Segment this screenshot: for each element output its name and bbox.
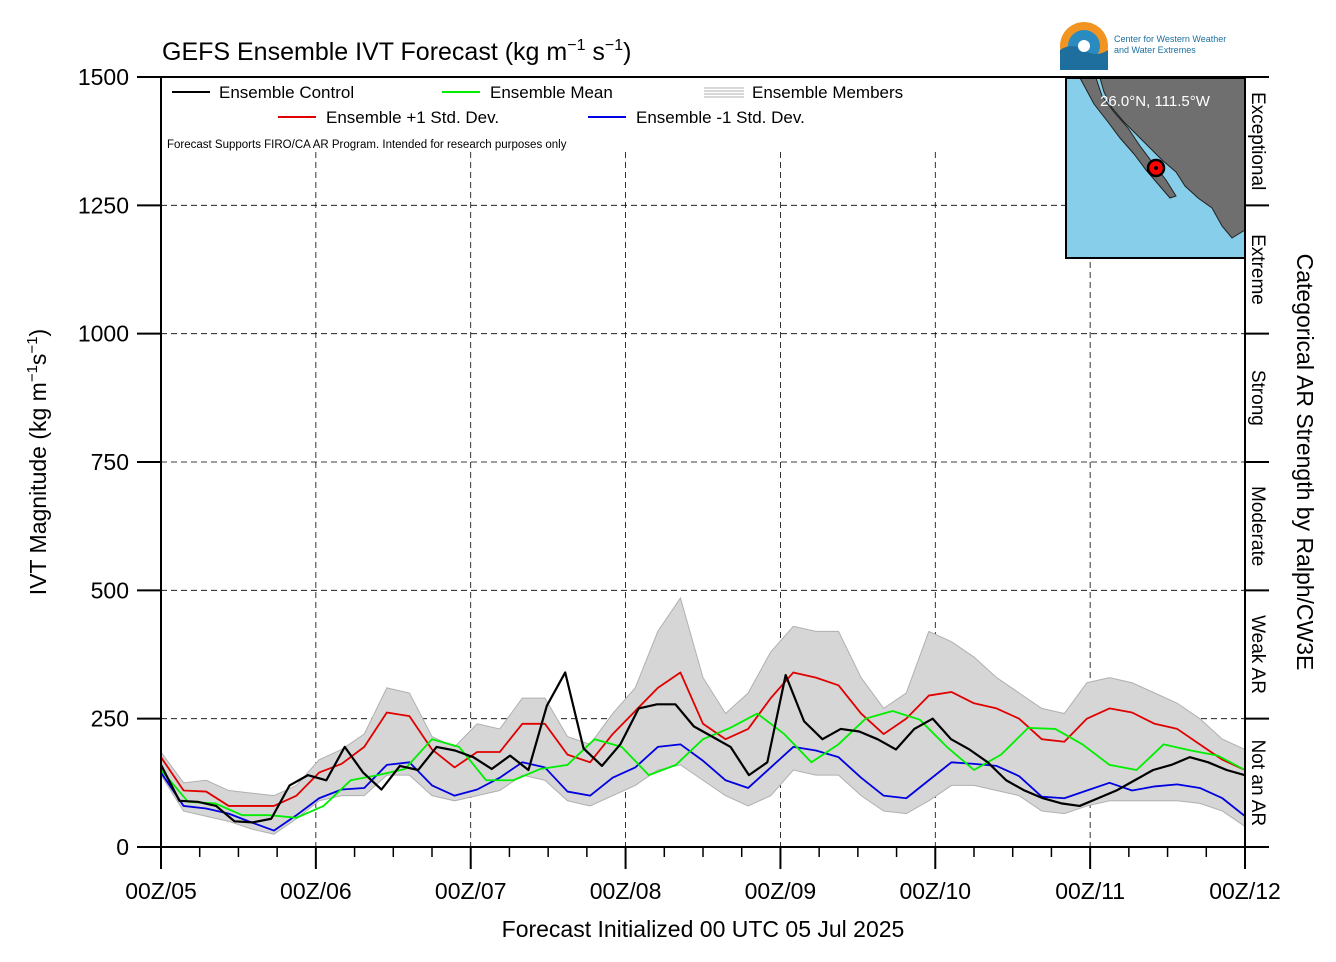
research-note: Forecast Supports FIRO/CA AR Program. In… — [167, 139, 567, 151]
series-lines — [160, 671, 1246, 832]
legend: Ensemble Control Ensemble Mean Ensemble … — [167, 83, 903, 151]
gridlines — [161, 152, 1245, 847]
legend-label-minus-std: Ensemble -1 Std. Dev. — [636, 108, 805, 127]
y-tick-label: 1500 — [78, 64, 129, 90]
member-lower-edge — [160, 764, 1246, 835]
category-label-strong: Strong — [1247, 370, 1268, 426]
member-upper-edge — [160, 596, 1246, 797]
inset-location-label: 26.0°N, 111.5°W — [1100, 93, 1211, 110]
category-label-exceptional: Exceptional — [1247, 92, 1268, 190]
member-band — [160, 596, 1246, 835]
category-label-not-an-ar: Not an AR — [1247, 740, 1268, 827]
legend-swatch-members — [704, 87, 744, 98]
x-tick-label: 00Z/10 — [899, 878, 971, 904]
mean-line — [160, 710, 1246, 819]
legend-label-control: Ensemble Control — [219, 83, 354, 102]
chart-title: GEFS Ensemble IVT Forecast (kg m−1 s−1) — [162, 37, 632, 66]
location-marker-center — [1154, 166, 1158, 170]
x-tick-label: 00Z/12 — [1209, 878, 1281, 904]
category-label-weak-ar: Weak AR — [1247, 615, 1268, 694]
x-tick-label: 00Z/05 — [125, 878, 197, 904]
member-envelope — [161, 598, 1245, 835]
category-label-moderate: Moderate — [1247, 486, 1268, 566]
legend-label-members: Ensemble Members — [752, 83, 903, 102]
x-axis-label: Forecast Initialized 00 UTC 05 Jul 2025 — [502, 916, 905, 942]
y-tick-label: 250 — [91, 706, 129, 732]
inset-mainland — [1099, 77, 1246, 239]
x-tick-label: 00Z/07 — [435, 878, 507, 904]
x-tick-label: 00Z/09 — [745, 878, 817, 904]
x-tick-label: 00Z/11 — [1055, 878, 1125, 904]
plus-std-line — [160, 671, 1246, 807]
y-tick-label: 0 — [116, 834, 129, 860]
y-axis-label: IVT Magnitude (kg m−1s−1) — [24, 329, 51, 595]
axes: 0 250 500 750 1000 1250 1500 00Z/05 00Z/06 00Z/07… — [78, 64, 1281, 904]
cw3e-logo: Center for Western Weather and Water Ext… — [1060, 22, 1226, 70]
y-tick-label: 1250 — [78, 192, 129, 218]
inset-frame — [1065, 77, 1246, 259]
control-line — [160, 671, 1246, 824]
location-inset-map: 26.0°N, 111.5°W — [1065, 77, 1246, 259]
category-label-extreme: Extreme — [1247, 234, 1268, 305]
y-tick-label: 500 — [91, 577, 129, 603]
legend-label-mean: Ensemble Mean — [490, 83, 613, 102]
plot-area: 0 250 500 750 1000 1250 1500 00Z/05 00Z/06 00Z/07… — [78, 64, 1281, 904]
y-tick-label: 1000 — [78, 321, 129, 347]
right-axis-label: Categorical AR Strength by Ralph/CW3E — [1292, 254, 1318, 671]
legend-label-plus-std: Ensemble +1 Std. Dev. — [326, 108, 499, 127]
x-tick-label: 00Z/08 — [590, 878, 662, 904]
ar-categories: Exceptional Extreme Strong Moderate Weak AR N… — [1247, 92, 1268, 826]
x-tick-label: 00Z/06 — [280, 878, 352, 904]
y-tick-label: 750 — [91, 449, 129, 475]
logo-line-1: Center for Western Weather — [1114, 34, 1226, 44]
logo-line-2: and Water Extremes — [1114, 45, 1196, 55]
